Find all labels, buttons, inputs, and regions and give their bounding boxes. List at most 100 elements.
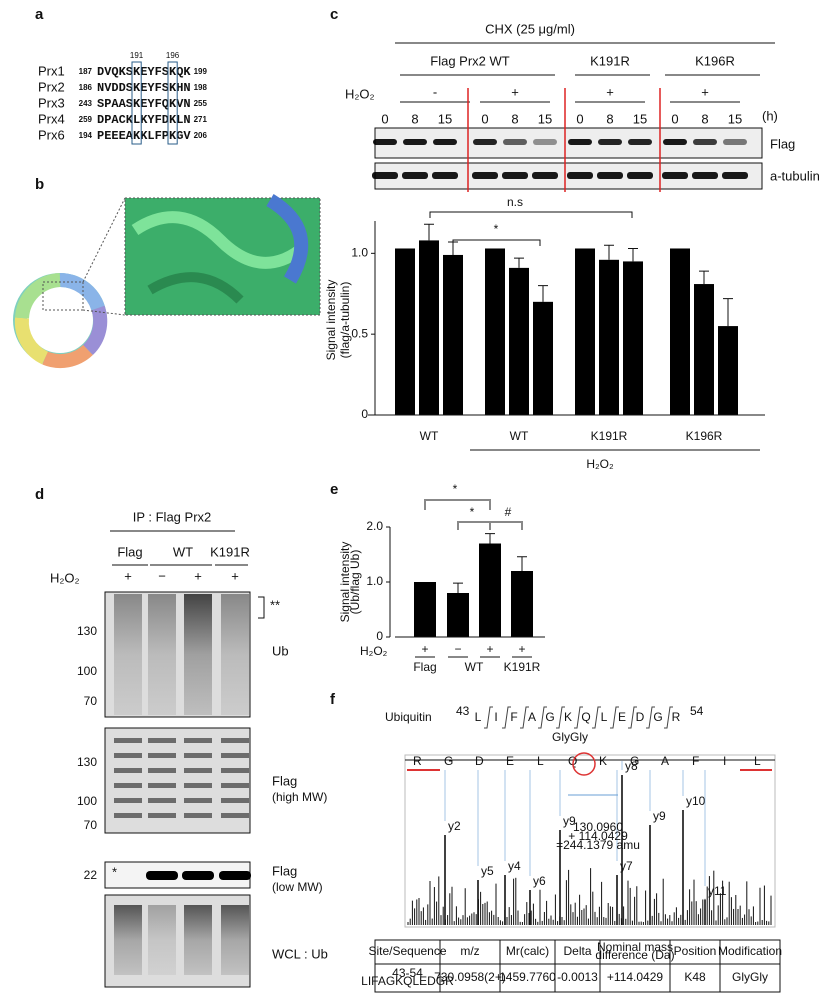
bar [694,284,714,415]
time-label: 8 [511,111,518,126]
blot-band [722,172,748,179]
blot-note: ** [270,597,280,612]
y-label: (flag/a-tubulin) [338,282,352,359]
blot-band [114,753,142,758]
y-tick-label: 0 [376,629,383,643]
mw-marker: 100 [77,664,97,678]
blot-band [402,172,428,179]
treatment-sign: + [518,642,525,656]
end-residue: 206 [194,131,208,140]
smear [148,594,176,715]
fragment-marker [502,706,511,729]
x-label: Flag [413,660,436,674]
bar [533,301,553,415]
residue: G [545,710,554,724]
blot-band [221,753,249,758]
fragment-marker [556,706,565,729]
smear [221,905,249,975]
annotation: # [505,505,512,519]
blot-band [184,753,212,758]
peak-label: y2 [448,819,461,833]
residue: A [528,710,536,724]
peak-label: y7 [620,859,633,873]
smear [114,594,142,715]
treatment-label: H₂O₂ [360,644,388,658]
treatment-sign: + [421,642,428,656]
blot-band [148,813,176,818]
residue: K [564,710,572,724]
sequence: NVDDSKEYFSKHN [97,81,191,95]
blot-band [502,172,528,179]
bar [599,259,619,415]
time-label: 15 [633,111,647,126]
time-label: 0 [481,111,488,126]
annotation: n.s [507,195,523,209]
fragment-marker [520,706,529,729]
mw-marker: 100 [77,794,97,808]
blot-band [221,738,249,743]
error-bar [604,244,614,260]
blot-band [403,139,427,145]
bar [419,240,439,415]
mw-marker: 70 [84,694,98,708]
table-header: difference (Da) [595,948,674,962]
residue: F [510,710,517,724]
group-label: Flag Prx2 WT [430,53,510,68]
bracket [258,596,265,619]
blot-band [184,783,212,788]
fragment-marker [538,706,547,729]
blot-band [184,738,212,743]
start-residue: 186 [79,83,93,92]
blot-band [221,813,249,818]
mw-marker: 70 [84,818,98,832]
residue: Q [581,710,590,724]
x-label: K191R [591,429,628,443]
blot-band [148,798,176,803]
blot-band [148,738,176,743]
treatment-label: H₂O₂ [50,570,80,585]
ion-label: F [692,754,699,768]
table-cell: K48 [684,970,706,984]
smear [184,905,212,975]
ion-label: R [413,754,422,768]
blot-band [473,139,497,145]
ion-label: A [661,754,669,768]
blot-band [663,139,687,145]
time-label: 0 [576,111,583,126]
residue: L [601,710,608,724]
blot-band [184,798,212,803]
bar [670,248,690,415]
table-cell: +114.0429 [607,970,663,984]
blot-label: Flag [272,863,297,878]
protein-structure [13,193,321,369]
blot-band [182,871,214,880]
residue: G [653,710,662,724]
error-bar [514,257,524,268]
table-cell: 730.0958(2+) [434,970,506,984]
y-label: Signal intensity [324,280,338,361]
y-tick-label: 1.0 [366,574,383,588]
treatment-sign: + [486,642,493,656]
x-note: H₂O₂ [586,457,614,471]
residue-number: 54 [690,704,704,718]
panel-label: e [330,481,338,498]
residue: L [475,710,482,724]
y-tick-label: 0 [361,407,368,421]
modification: GlyGly [552,730,588,744]
y-tick-label: 0.5 [351,326,368,340]
end-residue: 199 [194,67,208,76]
mass-annotation: 130.0960 [573,820,623,834]
table-header: Mr(calc) [506,944,549,958]
bracket [457,521,491,530]
x-label: K191R [504,660,541,674]
residue-marker: 196 [166,51,180,60]
blot-band [472,172,498,179]
treatment-sign: − [454,642,461,656]
bar [447,593,469,637]
time-label: 8 [606,111,613,126]
protein-name: Prx4 [38,111,65,126]
bar [479,543,501,637]
blot-band [628,139,652,145]
y-label: (Ub/flag Ub) [348,550,362,615]
panel-label: d [35,486,44,503]
